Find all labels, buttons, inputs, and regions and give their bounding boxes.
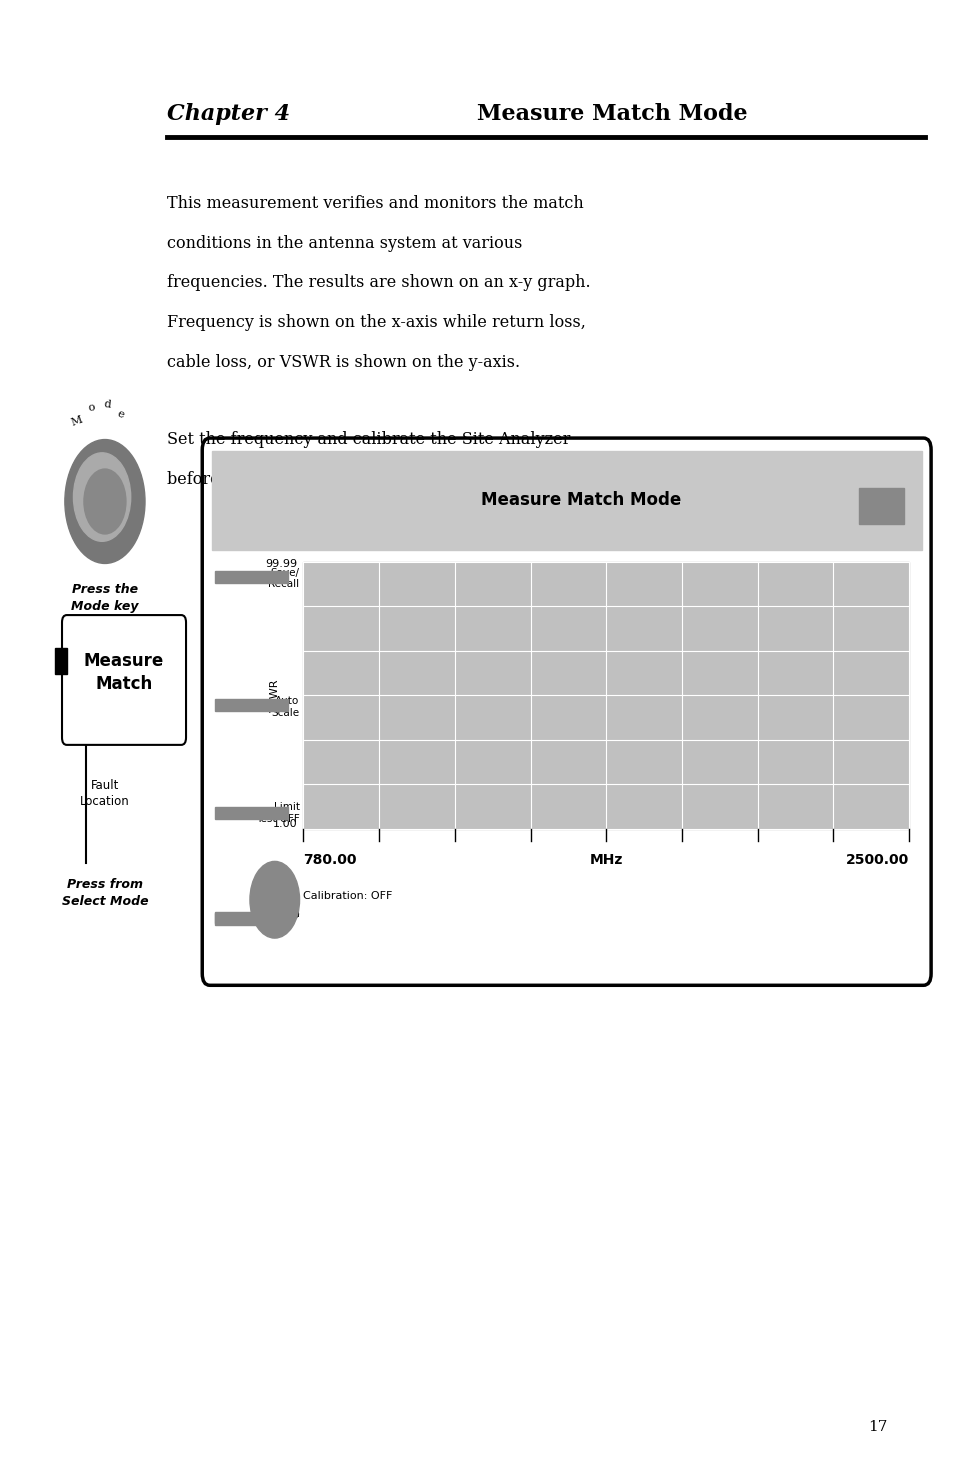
Text: This measurement verifies and monitors the match: This measurement verifies and monitors t… xyxy=(167,195,583,212)
Text: Measure Match Mode: Measure Match Mode xyxy=(476,103,747,125)
Bar xyxy=(214,807,288,819)
Text: Auto
Scale: Auto Scale xyxy=(272,696,299,718)
FancyBboxPatch shape xyxy=(202,438,930,985)
Text: Chapter 4: Chapter 4 xyxy=(167,103,290,125)
Text: frequencies. The results are shown on an x-y graph.: frequencies. The results are shown on an… xyxy=(167,274,590,292)
Text: Frequency is shown on the x-axis while return loss,: Frequency is shown on the x-axis while r… xyxy=(167,314,585,332)
Bar xyxy=(55,648,67,674)
Text: e: e xyxy=(115,409,125,420)
Text: Press the
Mode key: Press the Mode key xyxy=(71,583,138,612)
Text: Measure Match Mode: Measure Match Mode xyxy=(480,491,680,509)
Text: 1.00: 1.00 xyxy=(273,819,297,829)
Bar xyxy=(214,699,288,711)
Text: 99.99: 99.99 xyxy=(265,559,297,569)
Text: Calibration: OFF: Calibration: OFF xyxy=(303,891,393,901)
Circle shape xyxy=(84,469,126,534)
Text: Measure
Match: Measure Match xyxy=(84,652,164,693)
Text: Limit
Test OFF: Limit Test OFF xyxy=(255,802,299,825)
Text: Set the frequency and calibrate the Site Analyzer: Set the frequency and calibrate the Site… xyxy=(167,431,570,448)
Text: 780.00: 780.00 xyxy=(303,853,356,866)
Circle shape xyxy=(65,440,145,563)
Text: Fault
Location: Fault Location xyxy=(80,779,130,808)
Text: MHz: MHz xyxy=(589,853,622,866)
Text: M: M xyxy=(70,414,83,428)
Text: HOLD: HOLD xyxy=(270,910,299,920)
Text: VSWR: VSWR xyxy=(270,678,279,712)
Bar xyxy=(212,451,921,550)
Circle shape xyxy=(250,861,299,938)
FancyBboxPatch shape xyxy=(62,615,186,745)
Text: Press from
Select Mode: Press from Select Mode xyxy=(62,878,148,907)
Bar xyxy=(303,562,908,829)
Text: o: o xyxy=(88,403,95,413)
Text: Print: Print xyxy=(275,909,299,919)
Bar xyxy=(214,571,288,583)
Text: d: d xyxy=(103,400,111,410)
Text: before taking any readings.: before taking any readings. xyxy=(167,471,391,488)
Text: 2500.00: 2500.00 xyxy=(845,853,908,866)
Bar xyxy=(214,912,288,923)
Bar xyxy=(858,488,903,524)
Text: 17: 17 xyxy=(867,1420,886,1434)
Text: cable loss, or VSWR is shown on the y-axis.: cable loss, or VSWR is shown on the y-ax… xyxy=(167,354,519,372)
Circle shape xyxy=(73,453,131,541)
Text: conditions in the antenna system at various: conditions in the antenna system at vari… xyxy=(167,235,522,252)
Text: Save/
Recall: Save/ Recall xyxy=(268,568,299,590)
Bar xyxy=(214,913,288,925)
